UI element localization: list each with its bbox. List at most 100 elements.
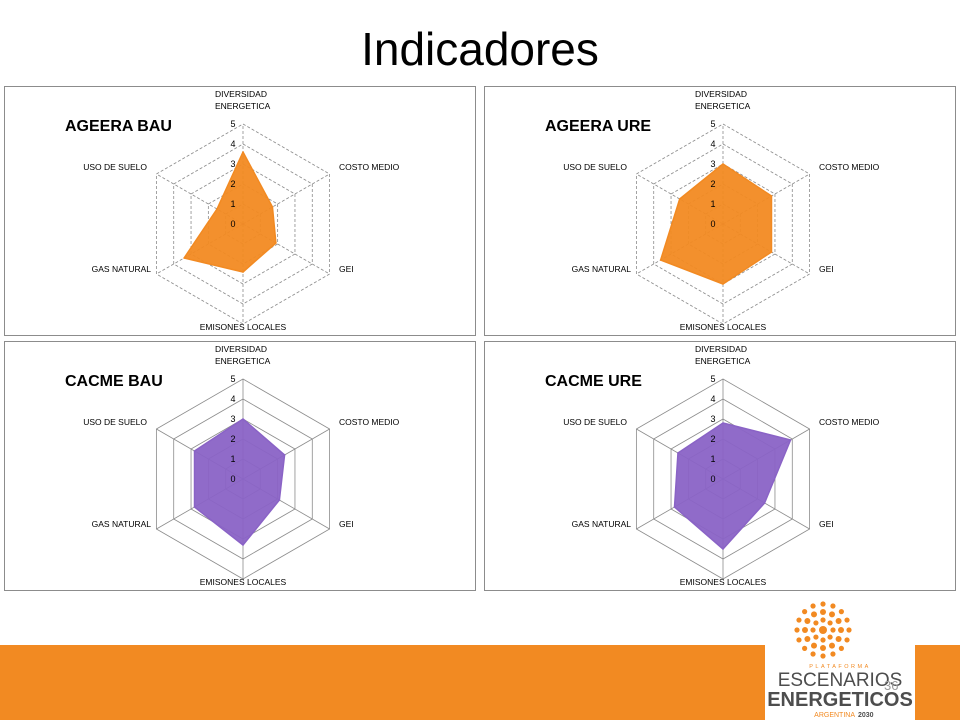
tick-label: 3 [710, 414, 715, 424]
sun-dot [804, 618, 811, 624]
sun-dot [829, 611, 835, 618]
axis-label-emisones-locales: EMISONES LOCALES [200, 577, 287, 587]
logo-graphic: PLATAFORMA ESCENARIOS ENERGETICOS ARGENT… [767, 601, 913, 719]
sun-dot [796, 637, 802, 643]
sun-dot [838, 645, 844, 651]
tick-label: 4 [230, 139, 235, 149]
data-point-gei [770, 251, 773, 253]
tick-label: 2 [710, 434, 715, 444]
axis-label-gei: GEI [339, 519, 354, 529]
sun-dot [810, 651, 816, 657]
chart-title: AGEERA BAU [65, 118, 172, 135]
sun-dot [827, 620, 833, 626]
tick-label: 2 [230, 179, 235, 189]
data-point-uso-de-suelo [216, 208, 218, 210]
axis-label-costo-medio: COSTO MEDIO [819, 417, 880, 427]
sun-dot [802, 627, 808, 633]
sun-dot [810, 603, 816, 609]
data-point-emisones-locales [242, 544, 244, 546]
sun-dot [820, 637, 826, 643]
sun-dot [830, 603, 836, 609]
sun-dot [820, 617, 826, 623]
sun-dot [844, 637, 850, 643]
sun-dot [820, 609, 826, 615]
data-point-gei [763, 502, 766, 504]
axis-label-diversidad-energetica-line1: DIVERSIDAD [695, 89, 747, 99]
axis-label-gas-natural: GAS NATURAL [92, 264, 152, 274]
sun-dot [813, 634, 819, 640]
radar-chart-ageera-ure: 0 1 2 3 4 5 DIVERSIDAD ENERGETICA COSTO MEDIO GEI… [545, 89, 880, 332]
data-point-emisones-locales [722, 283, 724, 285]
sun-dot [838, 627, 844, 633]
sun-dot [802, 645, 808, 651]
grid-ring [635, 123, 811, 325]
chart-panel-ageera-bau: 0 1 2 3 4 5 DIVERSIDAD ENERGETICA COSTO MEDIO GEI… [4, 86, 476, 336]
grid-ring [155, 123, 331, 325]
axis-label-emisones-locales: EMISONES LOCALES [200, 322, 287, 332]
data-point-costo-medio [283, 454, 286, 456]
axis-label-uso-de-suelo: USO DE SUELO [83, 162, 147, 172]
axis-label-costo-medio: COSTO MEDIO [339, 417, 400, 427]
sun-icon [794, 601, 852, 659]
data-point-diversidad-energetica [722, 163, 724, 165]
sun-dot [813, 620, 819, 626]
tick-label: 1 [230, 199, 235, 209]
sun-dot [811, 611, 817, 618]
axis-label-gei: GEI [819, 519, 834, 529]
radar-chart-cacme-ure: 0 1 2 3 4 5 DIVERSIDAD ENERGETICA COSTO MEDIO GEI… [545, 344, 880, 587]
radar-chart-cacme-bau: 0 1 2 3 4 5 DIVERSIDAD ENERGETICA COSTO MEDIO GEI… [65, 344, 400, 587]
logo-line4a: ARGENTINA [814, 712, 855, 719]
tick-label: 0 [230, 474, 235, 484]
sun-dot [830, 651, 836, 657]
data-point-diversidad-energetica [242, 151, 244, 153]
tick-label: 5 [230, 374, 235, 384]
tick-label: 0 [710, 474, 715, 484]
data-point-gas-natural [183, 257, 185, 259]
chart-panel-ageera-ure: 0 1 2 3 4 5 DIVERSIDAD ENERGETICA COSTO MEDIO GEI… [484, 86, 956, 336]
axis-label-uso-de-suelo: USO DE SUELO [563, 417, 627, 427]
chart-title: CACME URE [545, 373, 642, 390]
sun-dot [820, 645, 826, 651]
escenarios-energeticos-logo: PLATAFORMA ESCENARIOS ENERGETICOS ARGENT… [765, 596, 915, 720]
chart-panel-cacme-ure: 0 1 2 3 4 5 DIVERSIDAD ENERGETICA COSTO MEDIO GEI… [484, 341, 956, 591]
tick-label: 2 [230, 434, 235, 444]
axis-label-costo-medio: COSTO MEDIO [819, 162, 880, 172]
sun-dot [811, 642, 817, 649]
tick-label: 5 [710, 119, 715, 129]
radar-chart-ageera-bau: 0 1 2 3 4 5 DIVERSIDAD ENERGETICA COSTO MEDIO GEI… [65, 89, 400, 332]
tick-label: 4 [230, 394, 235, 404]
data-point-emisones-locales [242, 271, 244, 273]
tick-label: 0 [710, 219, 715, 229]
sun-dot [827, 634, 833, 640]
data-point-costo-medio [271, 206, 274, 208]
sun-dot [844, 617, 850, 623]
slide-title: Indicadores [361, 23, 599, 75]
chart-title: CACME BAU [65, 373, 163, 390]
data-point-costo-medio [789, 439, 792, 441]
sun-dot [796, 617, 802, 623]
axis-label-uso-de-suelo: USO DE SUELO [563, 162, 627, 172]
axis-label-diversidad-energetica-line2: ENERGETICA [695, 101, 751, 111]
sun-dot [838, 609, 844, 615]
sun-dot [835, 636, 842, 642]
data-point-costo-medio [770, 195, 773, 197]
data-point-gei [275, 242, 277, 244]
axis-label-diversidad-energetica-line1: DIVERSIDAD [215, 89, 267, 99]
axis-label-emisones-locales: EMISONES LOCALES [680, 322, 767, 332]
axis-label-diversidad-energetica-line1: DIVERSIDAD [695, 344, 747, 354]
axis-label-emisones-locales: EMISONES LOCALES [680, 577, 767, 587]
sun-dot [830, 627, 836, 633]
sun-dot [820, 601, 826, 607]
logo-line3: ENERGETICOS [767, 689, 913, 711]
sun-dot [810, 627, 816, 633]
data-point-uso-de-suelo [678, 198, 681, 200]
axis-label-diversidad-energetica-line2: ENERGETICA [695, 356, 751, 366]
logo-line1: PLATAFORMA [809, 664, 870, 670]
data-point-diversidad-energetica [722, 422, 724, 424]
sun-dot [846, 627, 852, 633]
axis-label-diversidad-energetica-line2: ENERGETICA [215, 101, 271, 111]
axis-label-gei: GEI [339, 264, 354, 274]
sun-dot [820, 653, 826, 659]
sun-dot [804, 636, 811, 642]
tick-label: 4 [710, 394, 715, 404]
